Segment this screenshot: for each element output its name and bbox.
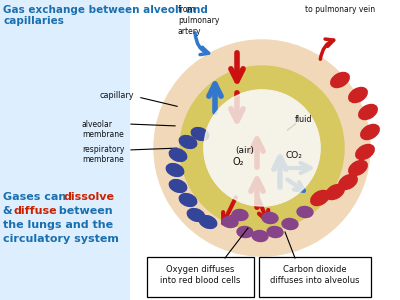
Ellipse shape	[252, 230, 268, 242]
Circle shape	[154, 40, 370, 256]
Text: capillaries: capillaries	[3, 16, 64, 26]
Text: Gases can: Gases can	[3, 192, 70, 202]
Circle shape	[180, 66, 344, 230]
Text: &: &	[3, 206, 16, 216]
Text: respiratory
membrane: respiratory membrane	[82, 145, 124, 164]
Ellipse shape	[331, 73, 349, 88]
Text: from
pulmonary
artery: from pulmonary artery	[178, 5, 219, 36]
Text: alveolar
membrane: alveolar membrane	[82, 120, 124, 140]
Ellipse shape	[262, 212, 278, 224]
Ellipse shape	[166, 164, 184, 176]
Text: the lungs and the: the lungs and the	[3, 220, 113, 230]
Ellipse shape	[349, 160, 367, 175]
Ellipse shape	[169, 148, 187, 161]
Ellipse shape	[267, 226, 283, 238]
Text: to pulmonary vein: to pulmonary vein	[305, 5, 375, 14]
Ellipse shape	[339, 175, 357, 190]
Text: Gas exchange between alveoli and: Gas exchange between alveoli and	[3, 5, 208, 15]
Text: dissolve: dissolve	[63, 192, 114, 202]
FancyBboxPatch shape	[130, 0, 400, 300]
Ellipse shape	[179, 136, 197, 148]
Text: between: between	[55, 206, 113, 216]
Ellipse shape	[349, 88, 367, 103]
Circle shape	[204, 90, 320, 206]
Ellipse shape	[191, 128, 209, 140]
FancyBboxPatch shape	[147, 257, 254, 297]
Ellipse shape	[359, 104, 377, 119]
Text: capillary: capillary	[100, 91, 134, 100]
Ellipse shape	[311, 190, 329, 206]
Ellipse shape	[199, 216, 217, 228]
Text: circulatory system: circulatory system	[3, 234, 119, 244]
Text: Carbon dioxide
diffuses into alveolus: Carbon dioxide diffuses into alveolus	[270, 265, 360, 285]
Text: diffuse: diffuse	[13, 206, 57, 216]
Text: (air): (air)	[236, 146, 254, 154]
Ellipse shape	[282, 218, 298, 230]
Ellipse shape	[297, 206, 313, 218]
Ellipse shape	[179, 194, 197, 206]
Ellipse shape	[237, 226, 253, 238]
Ellipse shape	[222, 217, 238, 227]
Ellipse shape	[169, 180, 187, 192]
Ellipse shape	[232, 209, 248, 220]
Ellipse shape	[187, 208, 205, 221]
FancyBboxPatch shape	[259, 257, 371, 297]
Text: CO₂: CO₂	[285, 151, 302, 160]
Text: Oxygen diffuses
into red blood cells: Oxygen diffuses into red blood cells	[160, 265, 240, 285]
Circle shape	[204, 90, 320, 206]
Ellipse shape	[361, 124, 379, 140]
Ellipse shape	[356, 145, 374, 160]
Text: fluid: fluid	[295, 116, 312, 124]
Ellipse shape	[326, 184, 344, 200]
Text: O₂: O₂	[232, 157, 244, 167]
